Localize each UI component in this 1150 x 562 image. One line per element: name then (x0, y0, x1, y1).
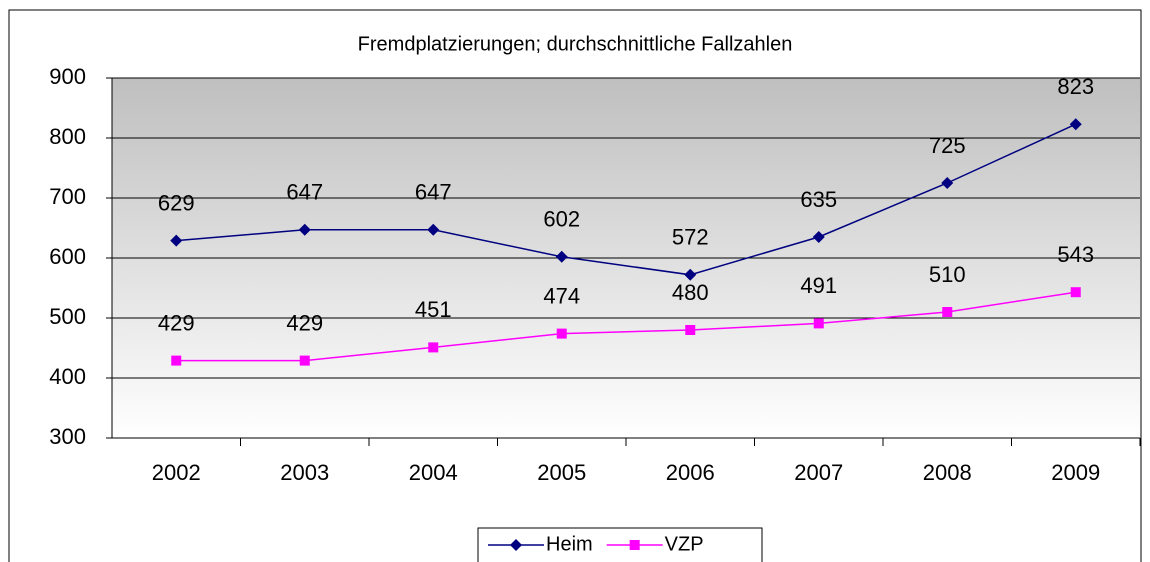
x-tick-label: 2005 (537, 460, 586, 485)
x-tick-label: 2008 (923, 460, 972, 485)
y-tick-label: 400 (49, 364, 86, 389)
marker (1070, 287, 1081, 298)
marker (813, 318, 824, 329)
marker (427, 223, 440, 236)
data-label: 429 (286, 310, 323, 335)
x-tick-label: 2006 (666, 460, 715, 485)
marker (812, 231, 825, 243)
marker (170, 234, 183, 247)
y-tick-label: 500 (49, 304, 86, 329)
x-tick-label: 2007 (794, 460, 843, 485)
chart-title: Fremdplatzierungen; durchschnittliche Fa… (358, 33, 793, 55)
marker (629, 540, 640, 550)
marker (941, 177, 954, 189)
marker (428, 342, 439, 353)
data-label: 510 (929, 262, 966, 287)
series-line (176, 291, 1076, 362)
data-label: 474 (543, 283, 580, 308)
marker (1069, 118, 1082, 131)
legend-label: Heim (546, 533, 593, 555)
data-label: 572 (672, 225, 709, 250)
data-label: 647 (415, 180, 452, 205)
data-label: 629 (158, 190, 195, 215)
marker (684, 268, 697, 281)
marker (556, 328, 567, 339)
y-tick-label: 700 (49, 184, 86, 209)
y-tick-label: 900 (49, 64, 86, 89)
data-label: 725 (929, 133, 966, 158)
y-tick-label: 600 (49, 244, 86, 269)
data-label: 823 (1057, 74, 1094, 99)
marker (299, 355, 310, 366)
series-line (176, 123, 1077, 276)
marker (171, 355, 182, 366)
x-tick-label: 2009 (1051, 460, 1100, 485)
x-tick-label: 2002 (152, 460, 201, 485)
legend-label: VZP (665, 533, 704, 555)
data-label: 543 (1057, 242, 1094, 267)
y-tick-label: 800 (49, 124, 86, 149)
x-tick-label: 2003 (280, 460, 329, 485)
data-label: 602 (543, 207, 580, 232)
data-label: 429 (158, 310, 195, 335)
marker (555, 250, 568, 263)
data-label: 635 (800, 187, 837, 212)
data-label: 451 (415, 297, 452, 322)
marker (510, 539, 522, 551)
marker (942, 307, 953, 317)
data-label: 647 (286, 180, 323, 205)
y-tick-label: 300 (49, 424, 86, 449)
marker (298, 223, 311, 236)
data-label: 480 (672, 280, 709, 305)
x-tick-label: 2004 (409, 460, 458, 485)
marker (685, 325, 696, 335)
data-label: 491 (800, 273, 837, 298)
